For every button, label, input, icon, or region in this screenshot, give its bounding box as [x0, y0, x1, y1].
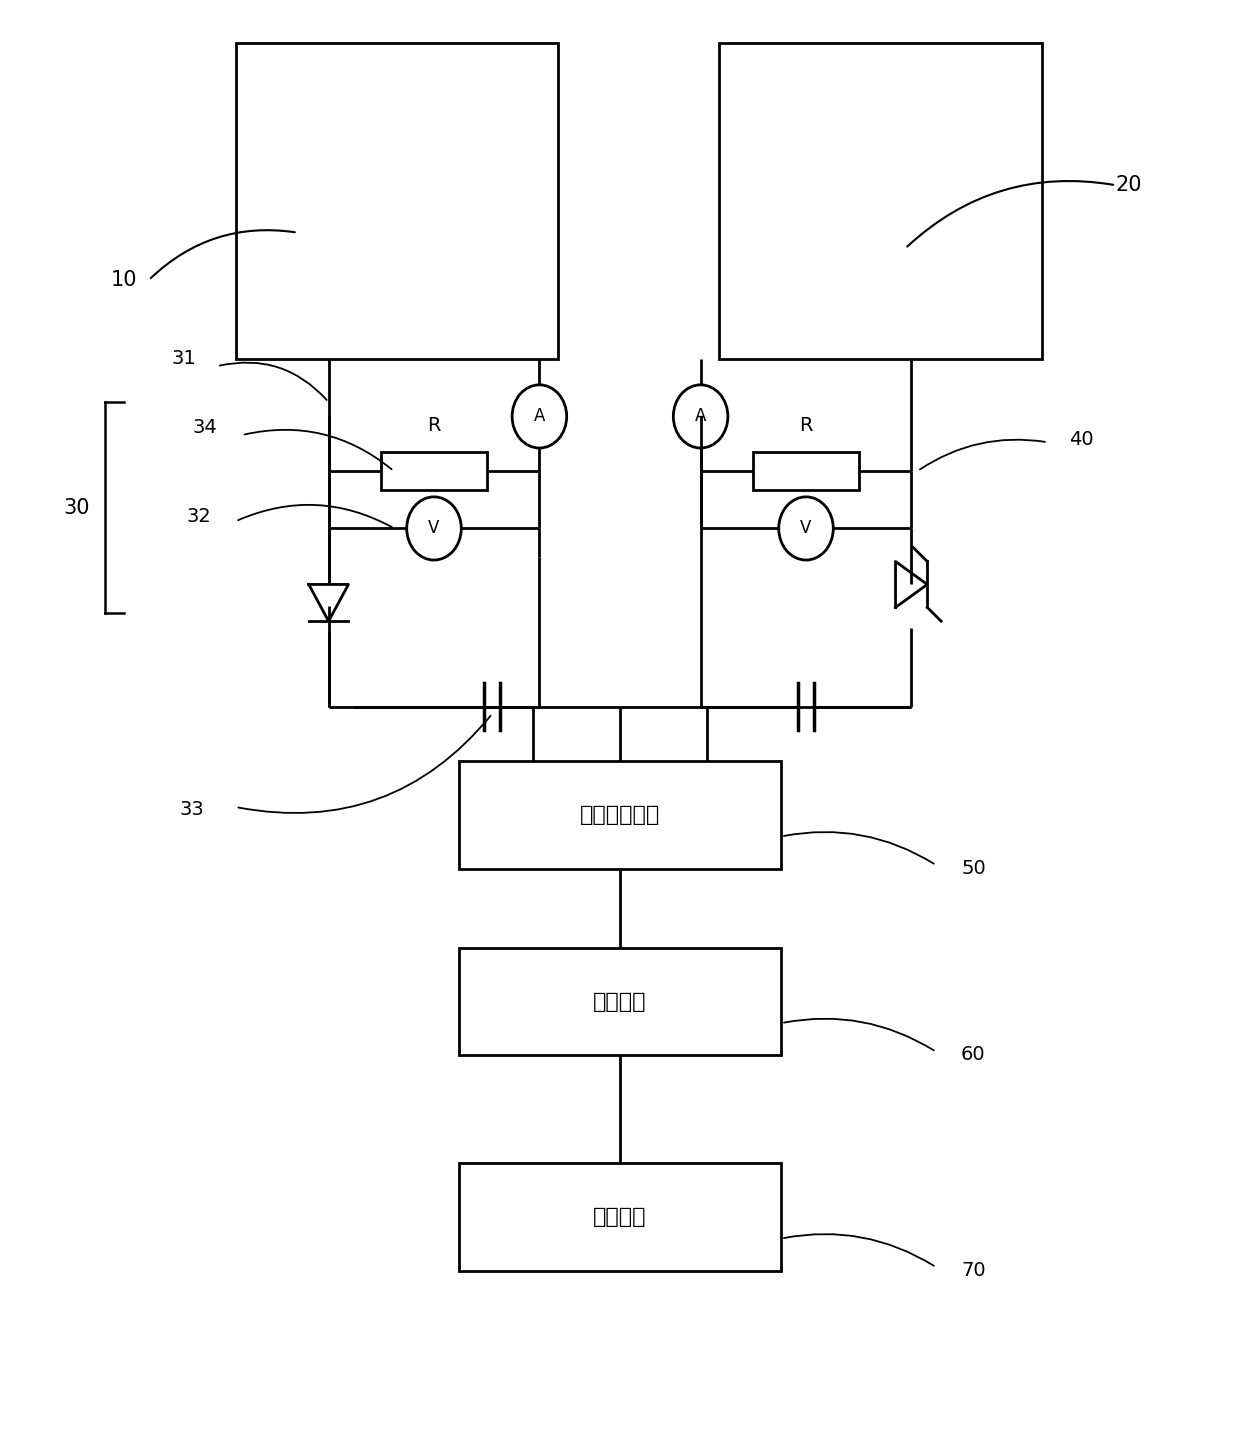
Text: A: A — [694, 408, 707, 425]
Text: 20: 20 — [1115, 175, 1142, 195]
Text: 30: 30 — [63, 498, 91, 517]
Text: 50: 50 — [961, 859, 986, 877]
Text: 33: 33 — [180, 800, 205, 820]
Text: 34: 34 — [192, 418, 217, 438]
Bar — [459, 1163, 781, 1271]
Bar — [753, 451, 858, 490]
Text: A: A — [533, 408, 546, 425]
Text: V: V — [428, 520, 440, 537]
Text: 60: 60 — [961, 1045, 986, 1064]
Text: 测算模块: 测算模块 — [593, 992, 647, 1011]
Bar — [719, 43, 1042, 359]
Text: 功率计算模块: 功率计算模块 — [580, 806, 660, 824]
Bar — [236, 43, 558, 359]
Circle shape — [512, 385, 567, 448]
Text: 31: 31 — [171, 349, 196, 369]
Circle shape — [779, 497, 833, 560]
Text: V: V — [800, 520, 812, 537]
Text: R: R — [428, 416, 440, 435]
Circle shape — [407, 497, 461, 560]
Bar — [382, 451, 486, 490]
Text: R: R — [800, 416, 812, 435]
Text: 70: 70 — [961, 1261, 986, 1279]
Text: 32: 32 — [186, 507, 211, 527]
Bar — [459, 948, 781, 1055]
Circle shape — [673, 385, 728, 448]
Text: 显示模块: 显示模块 — [593, 1208, 647, 1226]
Bar — [459, 761, 781, 869]
Text: 40: 40 — [1069, 429, 1094, 449]
Text: 10: 10 — [110, 270, 138, 290]
